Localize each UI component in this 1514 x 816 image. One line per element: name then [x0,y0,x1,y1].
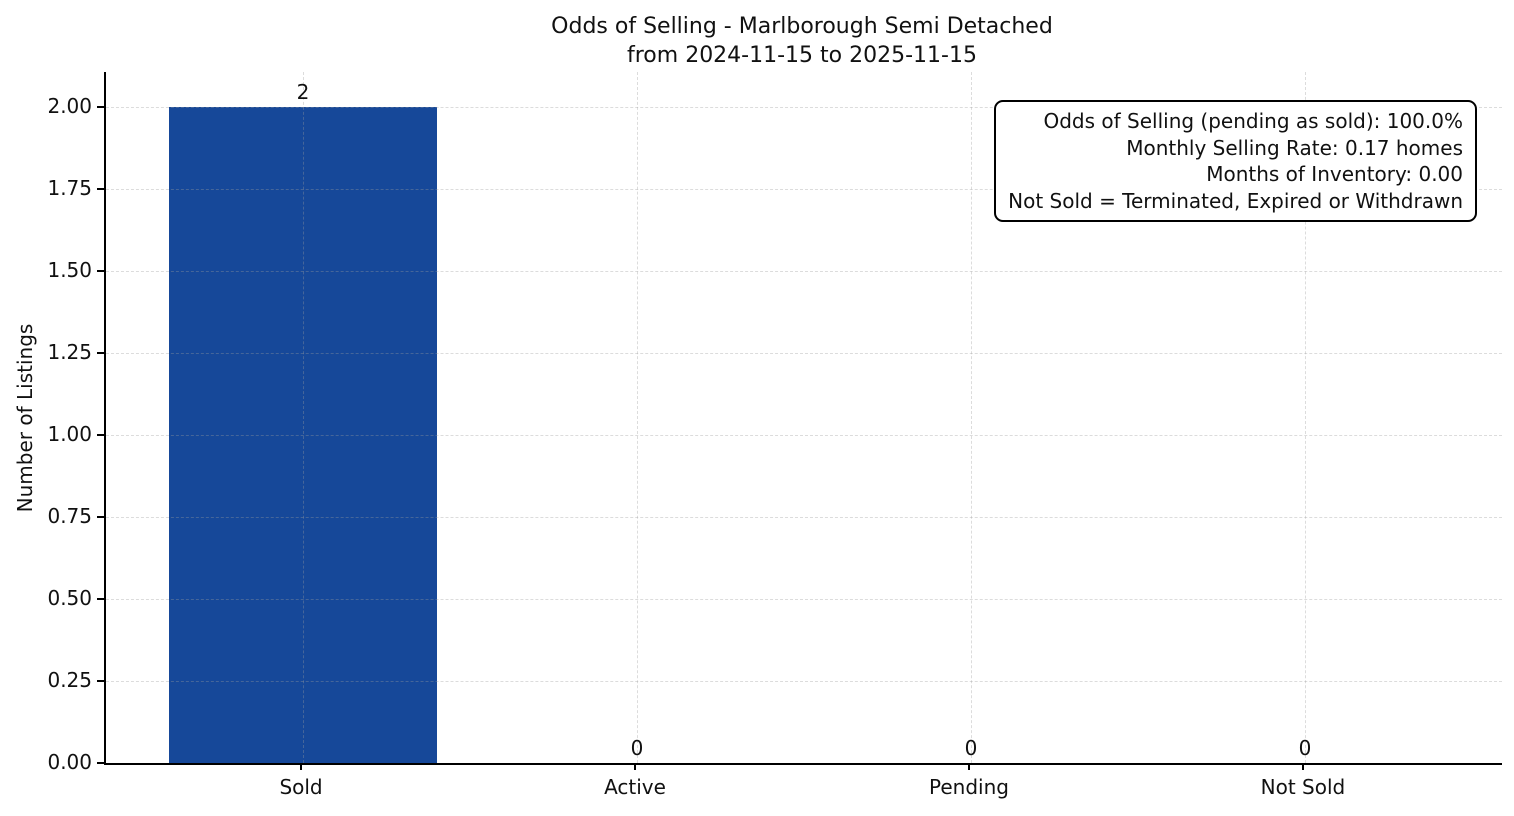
y-tick-mark [97,270,104,273]
y-tick-mark [97,106,104,109]
y-tick-label: 0.75 [47,504,92,529]
y-tick-mark [97,188,104,191]
y-tick-label: 1.25 [47,340,92,365]
y-tick-label: 1.00 [47,422,92,447]
y-tick-mark [97,434,104,437]
y-tick-label: 0.50 [47,586,92,611]
stat-months-of-inventory: Months of Inventory: 0.00 [1206,162,1463,186]
y-tick-mark [97,352,104,355]
x-tick-mark [634,763,636,770]
y-tick-mark [97,598,104,601]
x-tick-label: Pending [929,775,1009,799]
x-tick-label: Active [604,775,666,799]
y-tick-label: 1.75 [47,176,92,201]
stats-annotation-box: Odds of Selling (pending as sold): 100.0… [994,100,1477,222]
stat-not-sold-definition: Not Sold = Terminated, Expired or Withdr… [1008,188,1463,213]
x-tick-label: Not Sold [1260,775,1346,799]
y-tick-label: 0.00 [47,750,92,774]
x-tick-mark [1301,763,1304,770]
stat-monthly-selling-rate: Monthly Selling Rate: 0.17 homes [1126,135,1463,160]
x-tick-label: Sold [279,775,323,799]
y-tick-mark [97,516,104,519]
x-gridline [637,72,638,763]
y-tick-mark [97,762,104,764]
chart-title-line2: from 2024-11-15 to 2025-11-15 [627,43,977,68]
chart-title: Odds of Selling - Marlborough Semi Detac… [104,12,1500,70]
x-tick-mark [967,763,970,770]
y-tick-mark [97,680,104,682]
bar-value-label: 0 [630,736,644,760]
y-tick-label: 0.25 [47,668,92,692]
stat-odds-of-selling: Odds of Selling (pending as sold): 100.0… [1043,109,1463,133]
bar-value-label: 0 [1298,736,1312,760]
bar-sold [169,107,437,763]
x-gridline [970,72,972,763]
x-tick-mark [300,763,303,770]
bar-value-label: 0 [964,736,978,760]
bar-value-label: 2 [296,80,310,105]
y-tick-label: 2.00 [47,94,92,119]
chart-title-line1: Odds of Selling - Marlborough Semi Detac… [551,14,1053,39]
y-tick-label: 1.50 [47,258,92,283]
